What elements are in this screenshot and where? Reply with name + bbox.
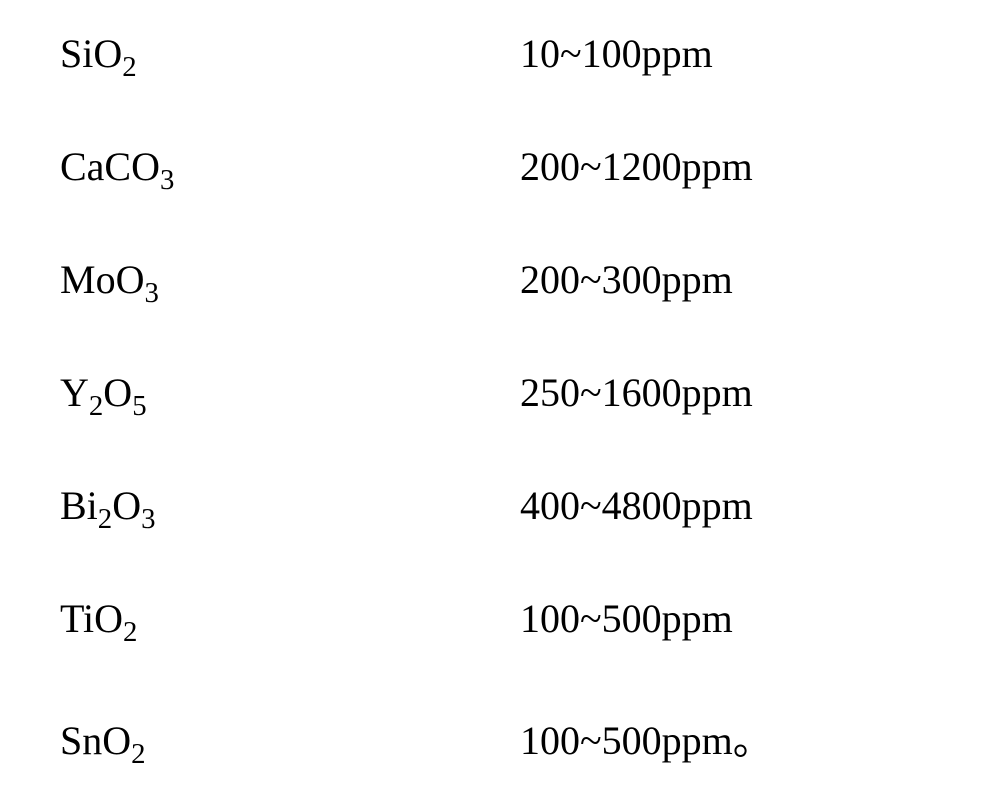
chemical-formula: SiO2 <box>60 30 520 77</box>
composition-row: TiO2 100~500ppm <box>60 595 950 642</box>
composition-row: Y2O5 250~1600ppm <box>60 369 950 416</box>
composition-row: SiO2 10~100ppm <box>60 30 950 77</box>
chemical-formula: MoO3 <box>60 256 520 303</box>
concentration-value: 400~4800ppm <box>520 482 753 529</box>
composition-list: SiO2 10~100ppm CaCO3 200~1200ppm MoO3 20… <box>0 0 1000 796</box>
chemical-formula: Bi2O3 <box>60 482 520 529</box>
chemical-formula: SnO2 <box>60 717 520 764</box>
composition-row: CaCO3 200~1200ppm <box>60 143 950 190</box>
concentration-value: 250~1600ppm <box>520 369 753 416</box>
concentration-value: 200~1200ppm <box>520 143 753 190</box>
chemical-formula: Y2O5 <box>60 369 520 416</box>
concentration-value: 100~500ppm。 <box>520 708 773 766</box>
composition-row: SnO2 100~500ppm。 <box>60 708 950 766</box>
concentration-value: 200~300ppm <box>520 256 733 303</box>
composition-row: MoO3 200~300ppm <box>60 256 950 303</box>
chemical-formula: CaCO3 <box>60 143 520 190</box>
composition-row: Bi2O3 400~4800ppm <box>60 482 950 529</box>
chemical-formula: TiO2 <box>60 595 520 642</box>
concentration-value: 100~500ppm <box>520 595 733 642</box>
concentration-value: 10~100ppm <box>520 30 713 77</box>
